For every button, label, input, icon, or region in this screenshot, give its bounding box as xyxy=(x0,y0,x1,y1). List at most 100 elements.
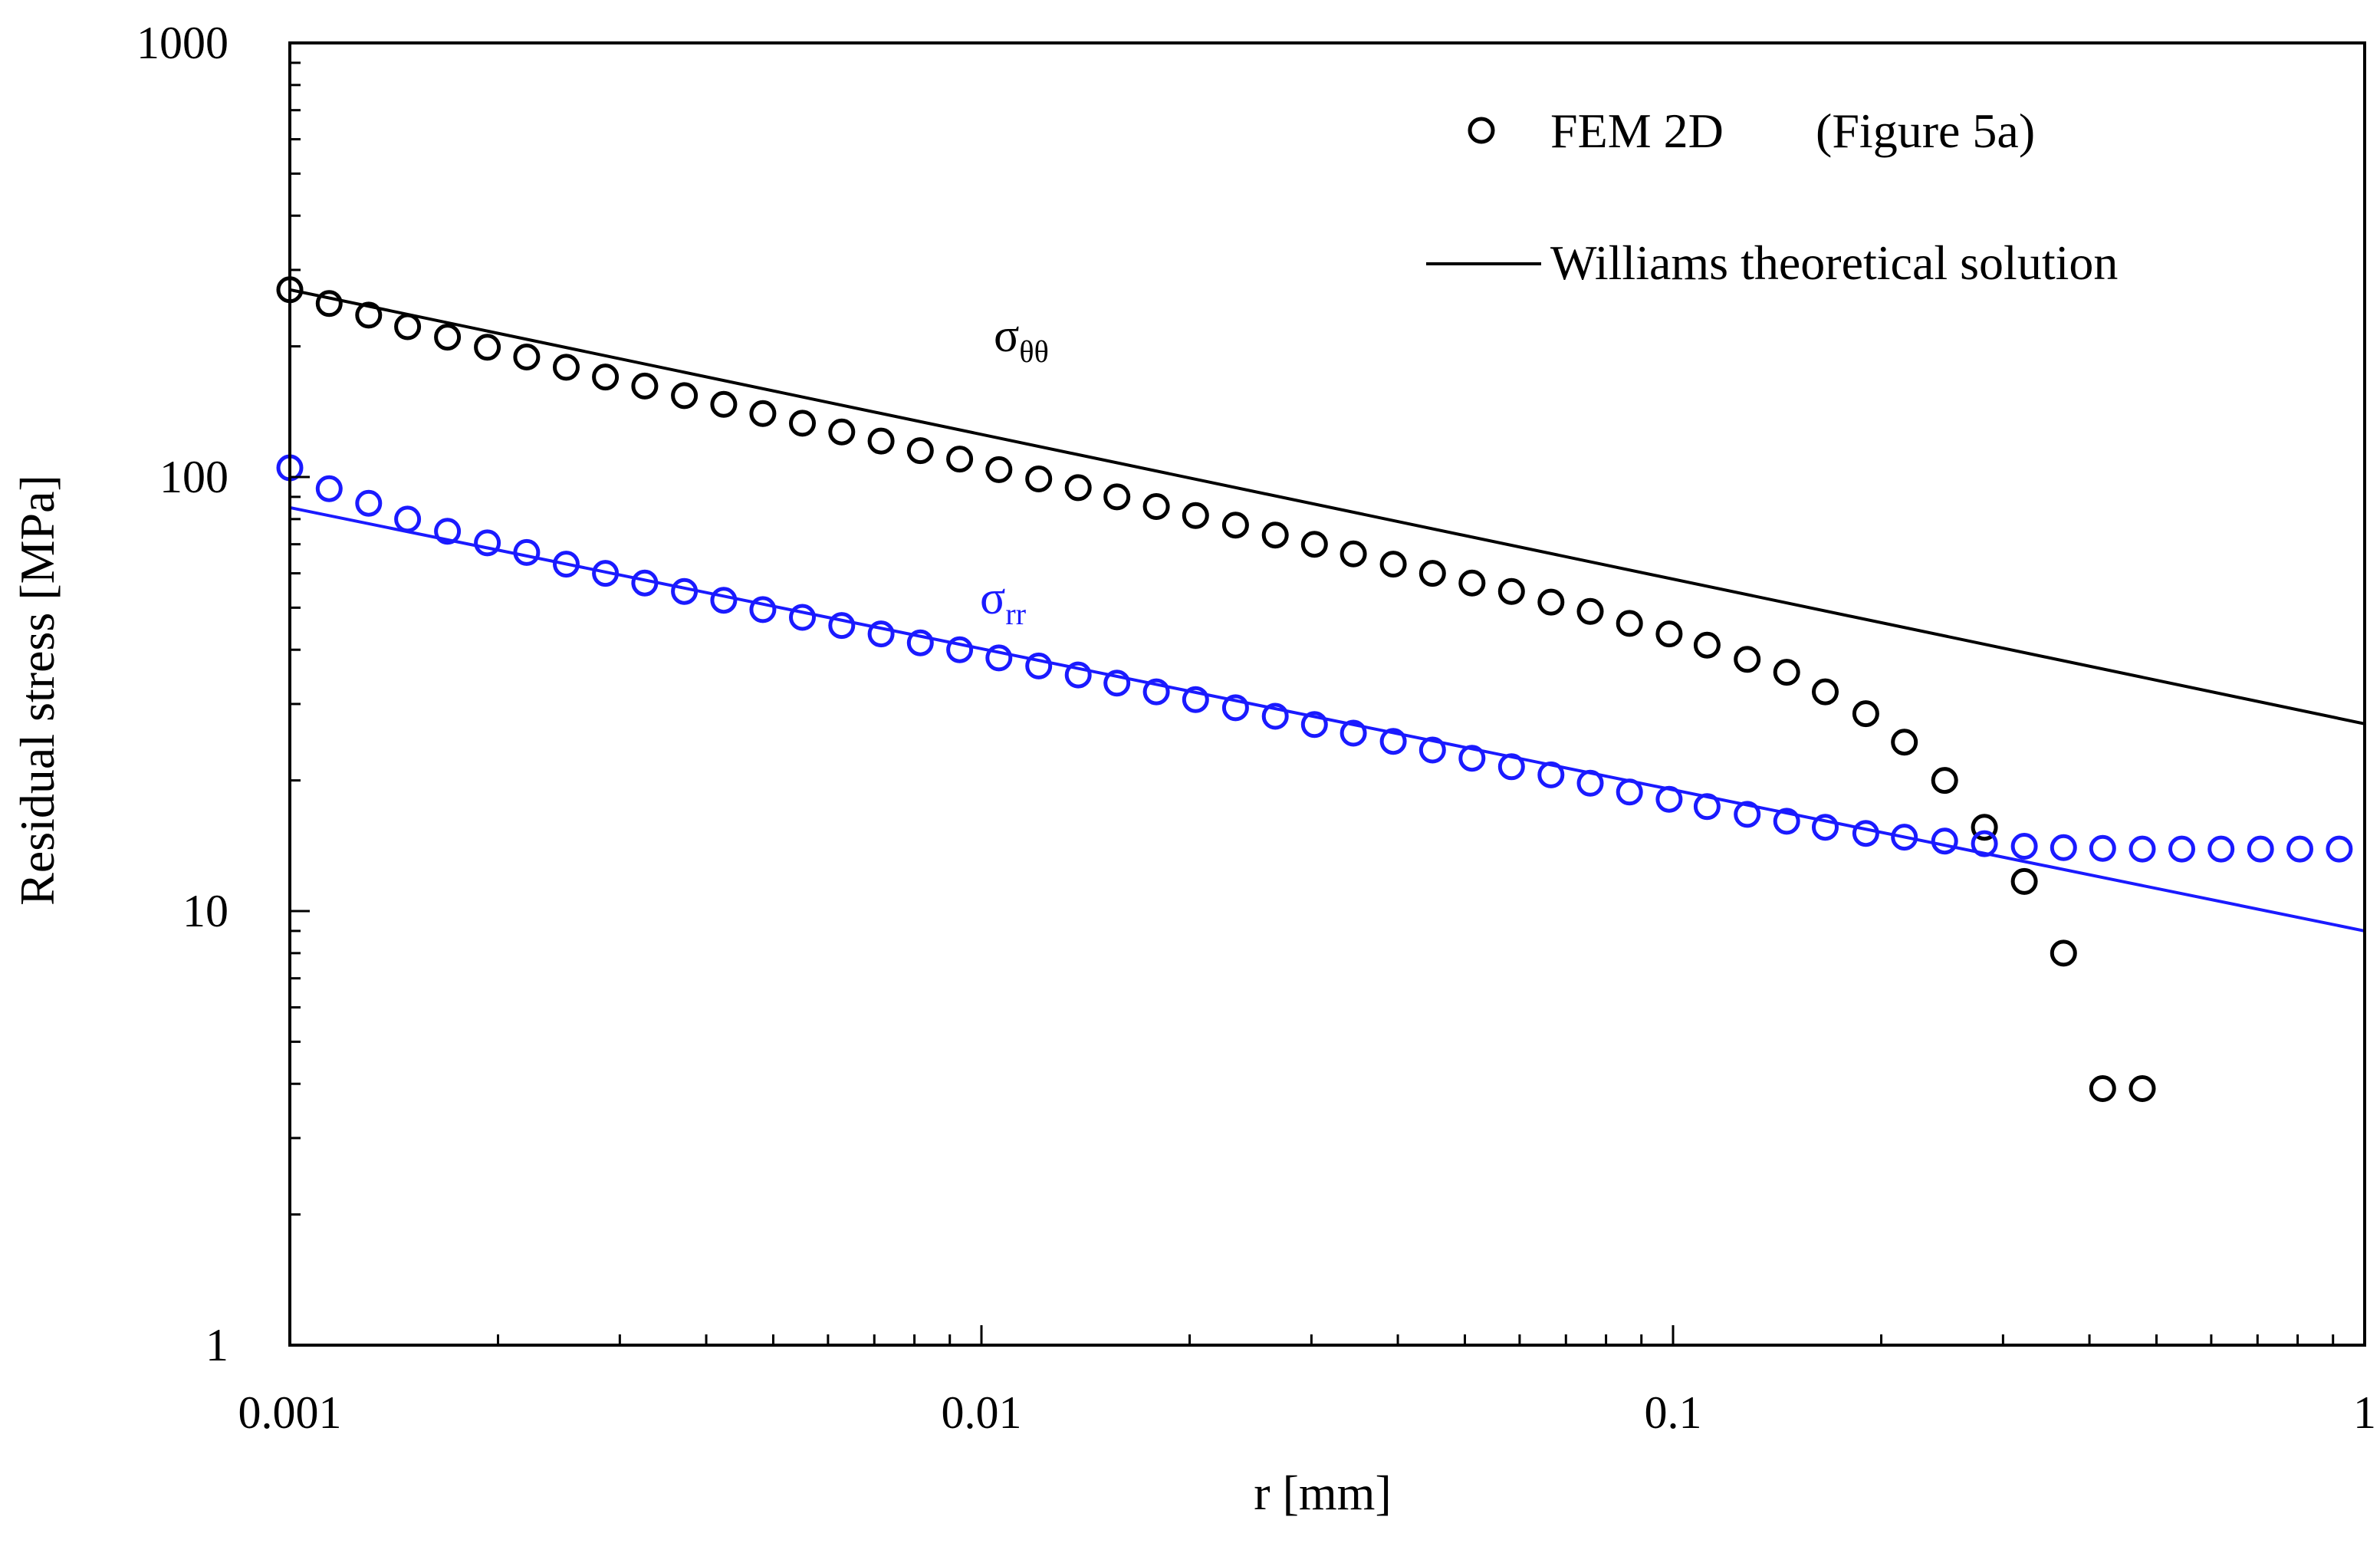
fem-point-0-16 xyxy=(906,437,934,465)
fem-point-0-17 xyxy=(946,446,974,473)
fem-point-1-33 xyxy=(1576,769,1604,797)
fem-point-0-40 xyxy=(1852,700,1879,728)
fem-point-1-43 xyxy=(1971,830,1998,857)
x-axis-title: r [mm] xyxy=(1254,1466,1392,1520)
fem-point-1-49 xyxy=(2207,835,2235,863)
fem-point-1-37 xyxy=(1734,801,1761,828)
fem-point-1-16 xyxy=(906,629,934,656)
x-tick-label: 0.001 xyxy=(238,1387,342,1438)
fem-point-1-50 xyxy=(2247,835,2274,863)
fem-point-1-7 xyxy=(553,551,580,578)
fem-point-0-47 xyxy=(2129,1075,2156,1102)
y-tick-label: 1000 xyxy=(136,18,228,68)
legend-circle-marker xyxy=(1468,117,1495,144)
axis-ticks xyxy=(288,61,2335,1347)
fem-point-0-41 xyxy=(1891,729,1918,756)
fem-point-1-26 xyxy=(1300,711,1328,739)
fem-point-0-32 xyxy=(1537,588,1565,616)
fem-point-1-9 xyxy=(631,569,659,597)
fem-point-1-12 xyxy=(749,596,777,623)
fem-point-1-32 xyxy=(1537,761,1565,788)
fem-point-0-14 xyxy=(828,418,856,446)
fem-point-1-22 xyxy=(1142,678,1170,706)
fem-point-1-23 xyxy=(1182,686,1209,713)
fem-point-1-52 xyxy=(2326,835,2353,863)
fem-point-0-23 xyxy=(1182,502,1209,529)
fem-point-0-6 xyxy=(513,344,541,370)
fem-point-0-26 xyxy=(1300,531,1328,558)
fem-point-1-45 xyxy=(2050,834,2077,861)
fem-point-0-34 xyxy=(1616,610,1643,637)
fem-point-0-29 xyxy=(1418,560,1446,587)
fem-point-0-3 xyxy=(394,313,422,341)
fem-point-0-2 xyxy=(355,301,383,329)
fem-point-0-43 xyxy=(1971,814,1998,841)
legend-label-fem: FEM 2D xyxy=(1550,104,1724,158)
fem-point-0-18 xyxy=(985,456,1013,483)
fem-point-0-38 xyxy=(1773,659,1800,686)
fem-point-0-10 xyxy=(671,382,699,410)
legend-label-fem-figure: (Figure 5a) xyxy=(1816,104,2035,158)
fem-point-0-31 xyxy=(1497,577,1525,605)
fem-point-0-20 xyxy=(1064,474,1092,502)
fem-point-0-11 xyxy=(710,390,738,418)
fem-point-1-24 xyxy=(1221,694,1249,722)
fem-point-1-18 xyxy=(985,644,1013,672)
fem-point-1-25 xyxy=(1261,702,1289,730)
fem-point-0-15 xyxy=(867,427,895,455)
fem-point-1-29 xyxy=(1418,736,1446,764)
fem-point-0-36 xyxy=(1693,631,1721,659)
fem-point-1-27 xyxy=(1340,719,1367,747)
legend: FEM 2D (Figure 5a) Williams theoretical … xyxy=(1426,104,2118,290)
fem-point-1-4 xyxy=(434,518,462,545)
fem-point-0-25 xyxy=(1261,521,1289,549)
fem-point-0-33 xyxy=(1576,597,1604,625)
fem-point-1-2 xyxy=(355,489,383,517)
fem-point-1-31 xyxy=(1497,753,1525,781)
fem-point-0-7 xyxy=(553,354,580,381)
fem-point-1-15 xyxy=(867,620,895,648)
fem-point-1-5 xyxy=(474,529,501,557)
fem-point-1-42 xyxy=(1931,827,1958,855)
y-axis-title: Residual stress [MPa] xyxy=(10,475,64,906)
fem-point-1-20 xyxy=(1064,661,1092,689)
fem-point-1-44 xyxy=(2010,833,2038,860)
fem-point-0-39 xyxy=(1812,678,1839,706)
fem-point-1-10 xyxy=(671,577,699,605)
fem-point-0-19 xyxy=(1025,466,1053,492)
fem-point-1-38 xyxy=(1773,808,1800,835)
fem-point-0-45 xyxy=(2050,939,2077,967)
fem-point-0-5 xyxy=(474,334,501,361)
fem-point-0-9 xyxy=(631,372,659,400)
fem-point-0-28 xyxy=(1379,551,1407,578)
x-tick-label: 0.01 xyxy=(942,1387,1022,1438)
fem-point-1-39 xyxy=(1812,814,1839,841)
fem-point-0-22 xyxy=(1142,493,1170,520)
y-tick-label: 1 xyxy=(205,1320,228,1370)
fem-point-0-46 xyxy=(2089,1075,2116,1102)
tick-labels: 1 10 100 1000 0.001 0.01 0.1 1 xyxy=(136,18,2376,1438)
fem-point-1-47 xyxy=(2129,835,2156,863)
annotation-sigma-theta-theta-sub: θθ xyxy=(1019,334,1048,369)
fem-point-1-35 xyxy=(1655,785,1683,813)
fem-point-0-1 xyxy=(315,290,343,317)
series-points xyxy=(276,276,2353,1102)
fem-point-0-44 xyxy=(2010,867,2038,895)
fem-point-0-24 xyxy=(1221,512,1249,539)
fem-point-1-14 xyxy=(828,612,856,640)
fem-point-1-51 xyxy=(2286,835,2313,863)
fem-point-1-3 xyxy=(394,505,422,533)
fem-point-0-37 xyxy=(1734,646,1761,673)
annotation-sigma-rr-sub: rr xyxy=(1005,597,1026,631)
fem-point-1-8 xyxy=(592,560,620,587)
annotation-sigma-rr: σrr xyxy=(980,572,1026,631)
fem-point-1-13 xyxy=(789,604,816,631)
fem-point-0-21 xyxy=(1103,483,1131,511)
fem-point-0-8 xyxy=(592,364,620,391)
fem-point-0-35 xyxy=(1655,620,1683,648)
annotation-sigma-theta-theta-base: σ xyxy=(994,310,1019,362)
legend-label-williams: Williams theoretical solution xyxy=(1550,235,2118,290)
fem-point-1-28 xyxy=(1379,728,1407,755)
williams-line-2 xyxy=(289,288,2365,725)
fem-point-0-42 xyxy=(1931,767,1958,795)
